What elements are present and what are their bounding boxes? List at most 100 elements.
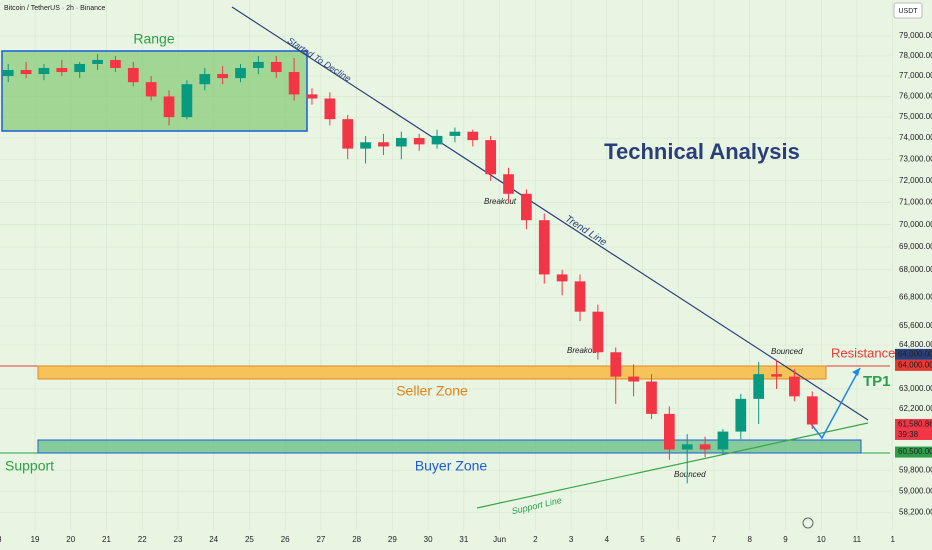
candle-body (395, 138, 407, 147)
candle-body (485, 140, 497, 175)
x-tick-label: 30 (424, 535, 433, 544)
candle-body (74, 63, 86, 73)
candle-body (235, 67, 246, 79)
x-tick-label: 19 (31, 535, 40, 544)
y-tick-label: 73,000.00 (899, 154, 932, 163)
candle-body (20, 70, 32, 75)
headline: Technical Analysis (604, 139, 800, 164)
candle-body (110, 59, 121, 68)
x-tick-label: 3 (569, 535, 574, 544)
candle-body (163, 96, 175, 118)
candle-body (681, 444, 693, 450)
currency-box[interactable] (893, 2, 923, 19)
candle-body (592, 311, 604, 353)
price-tag-box (895, 418, 932, 430)
x-tick-label: 26 (281, 535, 290, 544)
x-tick-label: 21 (102, 535, 111, 544)
y-tick-label: 70,000.00 (899, 220, 932, 229)
candle-body (2, 70, 14, 77)
candle-body (360, 142, 371, 149)
candle-body (646, 381, 657, 414)
candle-body (288, 72, 300, 95)
x-tick-label: 23 (174, 535, 183, 544)
candle-body (199, 74, 211, 85)
candle-body (503, 174, 514, 194)
tp1-label: TP1 (863, 373, 891, 390)
candle-body (342, 119, 354, 149)
candle-body (806, 396, 818, 425)
candle-body (56, 67, 68, 73)
seller-zone-label: Seller Zone (396, 383, 468, 399)
buyer-zone-label: Buyer Zone (415, 458, 488, 474)
y-tick-label: 69,000.00 (899, 242, 932, 251)
bounced-label: Bounced (674, 470, 706, 479)
price-tag-box (895, 348, 932, 360)
candle-body (467, 131, 479, 141)
x-tick-label: Jun (493, 535, 506, 544)
y-tick-label: 71,000.00 (899, 198, 932, 207)
candle-body (145, 82, 157, 97)
candle-body (556, 274, 568, 282)
x-tick-label: 5 (640, 535, 645, 544)
x-tick-label: 27 (316, 535, 325, 544)
candle-body (38, 67, 50, 75)
y-tick-label: 76,000.00 (899, 92, 932, 101)
price-tag: 64,000.00 (898, 349, 932, 358)
candle-body (699, 444, 711, 450)
y-tick-label: 59,000.00 (899, 486, 932, 495)
candle-body (431, 135, 443, 145)
y-tick-label: 72,000.00 (899, 176, 932, 185)
trend-line (231, 6, 869, 421)
candle-body (253, 61, 264, 68)
x-tick-label: 7 (712, 535, 717, 544)
y-tick-label: 77,000.00 (899, 71, 932, 80)
candle-body (521, 193, 532, 221)
x-tick-label: 31 (459, 535, 468, 544)
x-tick-label: 8 (748, 535, 753, 544)
candle-body (92, 59, 103, 64)
countdown-box (895, 429, 932, 440)
candle-body (735, 398, 747, 432)
countdown: 39:38 (898, 430, 919, 439)
y-tick-label: 65,600.00 (899, 321, 932, 330)
y-tick-label: 75,000.00 (899, 112, 932, 121)
bounced-label: Bounced (771, 347, 803, 356)
resistance-label: Resistance (831, 345, 895, 360)
x-tick-label: 10 (817, 535, 826, 544)
candle-body (270, 61, 282, 73)
price-tag-box (895, 446, 932, 458)
y-tick-label: 63,000.00 (899, 384, 932, 393)
candle-body (753, 374, 765, 399)
breakout-label: Breakout (484, 197, 517, 206)
y-tick-label: 59,800.00 (899, 465, 932, 474)
price-tag: 64,000.00 (898, 360, 932, 369)
x-tick-label: 2 (533, 535, 538, 544)
x-tick-label: 29 (388, 535, 397, 544)
candle-body (789, 376, 800, 397)
candle-body (663, 413, 675, 450)
candle-body (413, 138, 425, 145)
x-tick-label: 9 (783, 535, 788, 544)
candle-body (449, 131, 461, 136)
y-tick-label: 78,000.00 (899, 51, 932, 60)
x-tick-label: 4 (605, 535, 610, 544)
y-tick-label: 58,200.00 (899, 508, 932, 517)
x-tick-label: 25 (245, 535, 254, 544)
projection-arrow (852, 368, 860, 376)
range-label: Range (133, 31, 174, 47)
buyer-zone (37, 439, 862, 454)
x-tick-label: 20 (66, 535, 75, 544)
price-tag: 61,580.86 (898, 420, 932, 429)
support-label: Support (5, 458, 54, 474)
candle-body (771, 374, 782, 377)
candle-body (628, 376, 639, 382)
x-tick-label: 22 (138, 535, 147, 544)
replay-icon[interactable] (802, 517, 814, 529)
x-tick-label: 6 (676, 535, 681, 544)
chart-title: Bitcoin / TetherUS · 2h · Binance (4, 5, 106, 12)
breakout-label: Breakout (567, 346, 600, 355)
y-tick-label: 79,000.00 (899, 31, 932, 40)
y-tick-label: 62,200.00 (899, 404, 932, 413)
candle-body (324, 98, 336, 120)
